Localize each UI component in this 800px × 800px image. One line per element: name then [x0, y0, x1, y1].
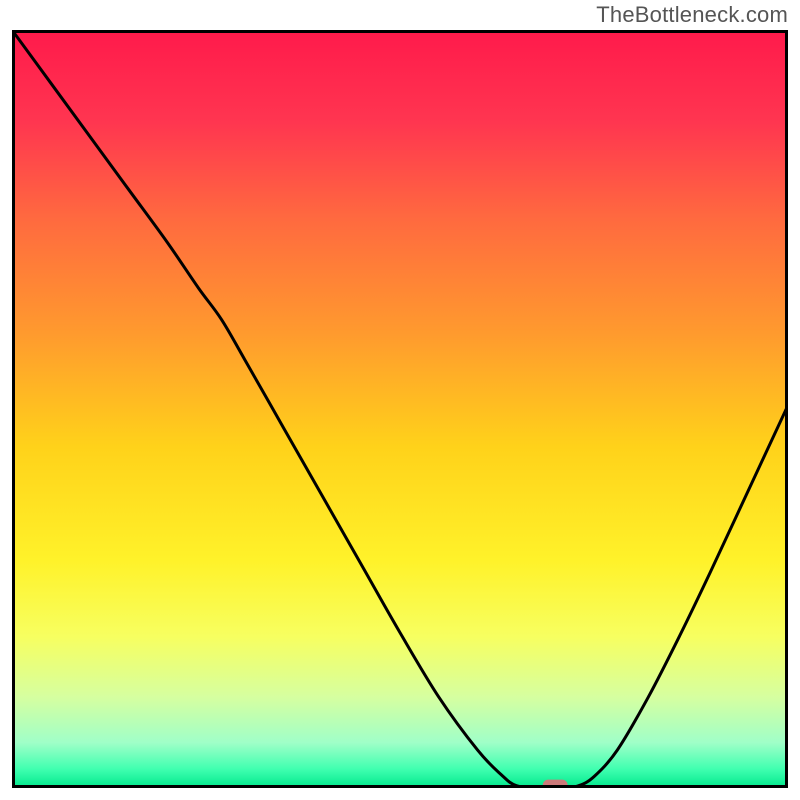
chart-container: TheBottleneck.com: [0, 0, 800, 800]
watermark-text: TheBottleneck.com: [596, 2, 788, 28]
bottleneck-chart: [0, 0, 800, 800]
optimum-marker: [543, 780, 568, 791]
gradient-background: [12, 30, 788, 788]
